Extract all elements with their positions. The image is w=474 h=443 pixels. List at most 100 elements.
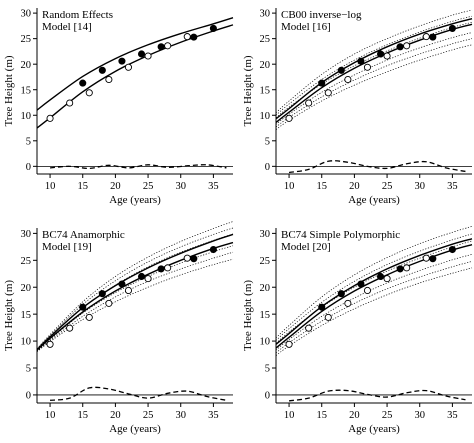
y-tick-label: 0 xyxy=(26,162,31,173)
data-point-open xyxy=(164,264,172,272)
y-tick-label: 30 xyxy=(260,9,271,20)
x-tick-label: 15 xyxy=(316,181,327,192)
fitted-curve-upper xyxy=(36,233,234,351)
data-point-open xyxy=(46,340,54,348)
data-point-open xyxy=(403,264,411,272)
data-point-filled xyxy=(318,303,326,311)
data-point-open xyxy=(85,89,93,97)
data-point-open xyxy=(363,286,372,295)
chart-panel-2: 0 5 10 15 20 25 30 10 15 20 25 30 35 CB00 inverse−log… xyxy=(242,8,473,206)
y-tick-label: 10 xyxy=(260,111,271,122)
y-tick-label: 10 xyxy=(260,337,271,348)
y-tick-label: 10 xyxy=(21,337,32,348)
data-point-filled xyxy=(396,43,404,51)
data-point-open xyxy=(383,52,391,60)
y-tick-label: 0 xyxy=(265,162,270,173)
data-point-filled xyxy=(337,66,345,74)
data-point-open xyxy=(324,89,332,97)
panel-title: CB00 inverse−log xyxy=(281,9,362,21)
chart-panel-1: 0 5 10 15 20 25 30 10 15 20 25 30 35 Random EffectsMo… xyxy=(3,8,234,206)
x-tick-label: 20 xyxy=(110,410,121,421)
data-point-open xyxy=(324,313,332,321)
y-tick-label: 5 xyxy=(26,136,31,147)
data-point-open xyxy=(164,42,172,50)
x-tick-label: 20 xyxy=(110,181,121,192)
x-tick-label: 10 xyxy=(45,181,56,192)
data-point-open xyxy=(124,286,133,295)
y-tick-label: 20 xyxy=(21,60,32,71)
y-tick-label: 15 xyxy=(21,310,32,321)
x-tick-label: 30 xyxy=(175,410,186,421)
y-tick-label: 0 xyxy=(26,391,31,402)
dotted-band-curve xyxy=(36,245,234,352)
data-point-filled xyxy=(79,79,87,87)
data-point-filled xyxy=(337,290,345,298)
data-point-open xyxy=(422,254,430,262)
data-point-open xyxy=(144,52,152,60)
x-tick-label: 30 xyxy=(175,181,186,192)
dotted-band-curve xyxy=(275,38,473,128)
y-tick-label: 15 xyxy=(21,85,32,96)
x-tick-label: 20 xyxy=(349,410,360,421)
x-tick-label: 30 xyxy=(414,181,425,192)
dotted-band-curve xyxy=(275,9,473,113)
dotted-band-curve xyxy=(36,251,234,352)
data-point-open xyxy=(105,75,113,84)
y-axis-title: Tree Height (m) xyxy=(242,280,254,351)
y-tick-label: 25 xyxy=(21,256,32,267)
data-point-filled xyxy=(118,57,126,65)
y-axis-title: Tree Height (m) xyxy=(3,55,15,126)
data-point-filled xyxy=(357,280,365,288)
x-axis-title: Age (years) xyxy=(348,423,400,435)
panel-subtitle: Model [16] xyxy=(281,21,331,33)
data-point-filled xyxy=(157,43,165,51)
data-point-filled xyxy=(376,50,385,58)
data-point-open xyxy=(403,42,411,50)
data-point-filled xyxy=(209,24,217,32)
x-axis-title: Age (years) xyxy=(348,194,400,206)
y-tick-label: 30 xyxy=(21,9,32,20)
data-point-filled xyxy=(137,272,146,281)
panel-title: BC74 Simple Polymorphic xyxy=(281,229,400,241)
x-tick-label: 15 xyxy=(77,410,88,421)
data-point-open xyxy=(383,275,391,283)
data-point-filled xyxy=(98,66,106,74)
data-point-filled xyxy=(318,79,326,87)
dotted-band-curve xyxy=(36,221,234,349)
data-point-filled xyxy=(448,24,456,32)
data-point-filled xyxy=(448,245,456,254)
data-point-open xyxy=(285,114,293,122)
y-tick-label: 5 xyxy=(26,364,31,375)
x-tick-label: 25 xyxy=(382,181,393,192)
y-tick-label: 25 xyxy=(260,34,271,45)
data-point-filled xyxy=(137,50,146,58)
x-tick-label: 35 xyxy=(208,410,219,421)
data-point-open xyxy=(66,99,74,107)
y-tick-label: 15 xyxy=(260,310,271,321)
y-tick-label: 20 xyxy=(260,60,271,71)
panel-title: Random Effects xyxy=(42,9,113,21)
y-tick-label: 20 xyxy=(21,283,32,294)
x-tick-label: 25 xyxy=(382,410,393,421)
y-axis-title: Tree Height (m) xyxy=(3,280,15,351)
data-point-open xyxy=(46,114,54,122)
panel-title: BC74 Anamorphic xyxy=(42,229,125,241)
data-point-filled xyxy=(98,290,106,298)
y-tick-label: 0 xyxy=(265,391,270,402)
dotted-band-curve xyxy=(275,15,473,116)
data-point-open xyxy=(105,299,113,307)
data-point-open xyxy=(363,63,372,71)
x-tick-label: 25 xyxy=(143,181,154,192)
residual-dashed-curve xyxy=(288,160,466,174)
x-tick-label: 15 xyxy=(316,410,327,421)
x-tick-label: 35 xyxy=(208,181,219,192)
data-point-open xyxy=(285,340,293,348)
dotted-band-curve xyxy=(275,267,473,356)
y-tick-label: 5 xyxy=(265,136,270,147)
panel-subtitle: Model [14] xyxy=(42,21,92,33)
data-point-filled xyxy=(376,272,385,281)
fitted-curve-upper xyxy=(275,238,473,345)
y-axis-title: Tree Height (m) xyxy=(242,55,254,126)
